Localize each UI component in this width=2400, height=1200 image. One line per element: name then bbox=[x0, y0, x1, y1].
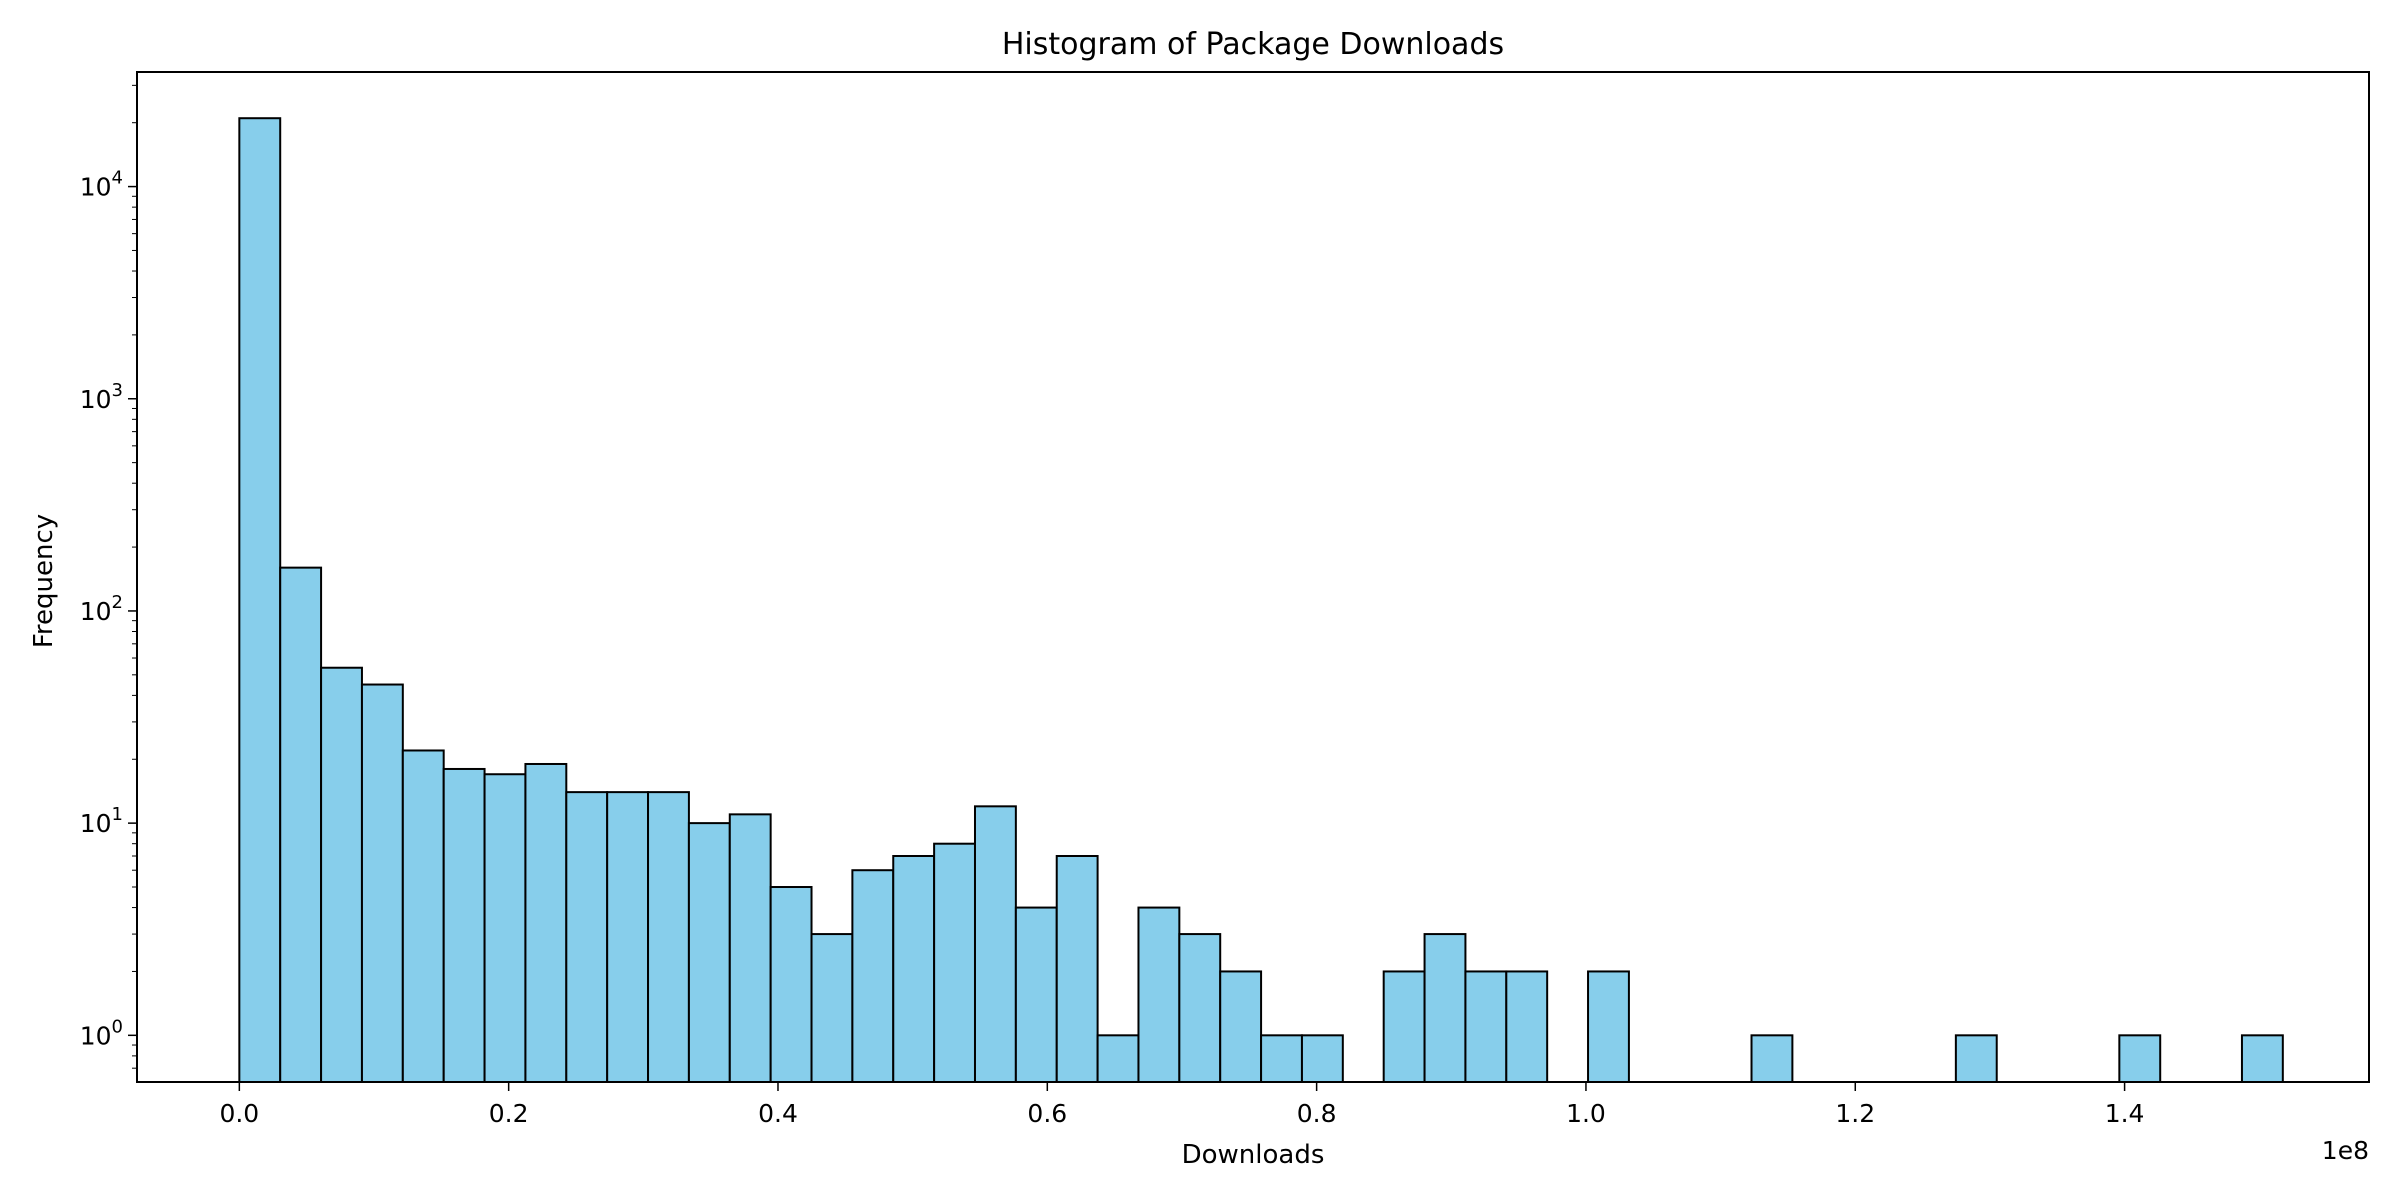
histogram-bar bbox=[2240, 1034, 2284, 1083]
histogram-bar bbox=[1014, 906, 1058, 1083]
y-tick-label: 100 bbox=[80, 1016, 123, 1050]
histogram-bar bbox=[1137, 906, 1181, 1083]
x-tick-label: 0.2 bbox=[489, 1099, 529, 1128]
x-tick-label: 0.6 bbox=[1027, 1099, 1067, 1128]
histogram-bar bbox=[892, 855, 936, 1083]
y-tick-label: 102 bbox=[80, 592, 123, 626]
histogram-bar bbox=[320, 666, 363, 1083]
histogram-bar bbox=[1382, 970, 1426, 1084]
histogram-bar bbox=[769, 886, 813, 1084]
y-axis-ticks: 100 101 102 103 104 bbox=[80, 84, 137, 1069]
histogram-bar bbox=[360, 683, 404, 1084]
histogram-bar bbox=[1178, 933, 1222, 1084]
histogram-bar bbox=[647, 791, 690, 1083]
x-tick-label: 1.4 bbox=[2105, 1099, 2145, 1128]
histogram-bar bbox=[279, 566, 323, 1083]
y-tick-label: 103 bbox=[80, 380, 123, 414]
histogram-bar bbox=[1423, 933, 1467, 1084]
histogram-bar bbox=[1300, 1034, 1344, 1083]
x-axis-offset-label: 1e8 bbox=[2322, 1136, 2369, 1165]
bars-layer bbox=[238, 117, 2284, 1084]
histogram-bar bbox=[1505, 970, 1549, 1084]
histogram-bar bbox=[1750, 1034, 1794, 1083]
histogram-bar bbox=[1096, 1034, 1140, 1083]
histogram-bar bbox=[1055, 855, 1099, 1083]
y-tick-label: 101 bbox=[80, 804, 123, 838]
histogram-bar bbox=[851, 869, 895, 1084]
histogram-bar bbox=[565, 791, 609, 1083]
histogram-bar bbox=[442, 767, 486, 1083]
histogram-bar bbox=[1260, 1034, 1303, 1083]
histogram-bar bbox=[1219, 970, 1263, 1084]
histogram-bar bbox=[1954, 1034, 1998, 1083]
x-tick-label: 1.0 bbox=[1566, 1099, 1606, 1128]
histogram-bar bbox=[973, 805, 1017, 1084]
x-tick-label: 0.4 bbox=[758, 1099, 798, 1128]
histogram-bar bbox=[728, 813, 772, 1083]
histogram-bar bbox=[687, 822, 731, 1083]
y-axis-label: Frequency bbox=[29, 514, 59, 648]
plot-frame bbox=[136, 71, 2370, 1083]
x-axis-label: Downloads bbox=[1182, 1140, 1325, 1170]
histogram-bar bbox=[401, 749, 445, 1083]
histogram-bar bbox=[524, 762, 568, 1083]
x-tick-label: 0.8 bbox=[1297, 1099, 1337, 1128]
y-tick-label: 104 bbox=[80, 168, 123, 202]
histogram-bar bbox=[1464, 970, 1508, 1084]
x-tick-label: 1.2 bbox=[1835, 1099, 1875, 1128]
histogram-bar bbox=[933, 842, 976, 1084]
histogram-bar bbox=[1587, 970, 1630, 1084]
histogram-bar bbox=[606, 791, 650, 1083]
histogram-bar bbox=[2118, 1034, 2162, 1083]
histogram-bar bbox=[810, 933, 854, 1084]
histogram-bar bbox=[238, 117, 282, 1083]
chart-title: Histogram of Package Downloads bbox=[1002, 27, 1504, 62]
histogram-bar bbox=[483, 773, 527, 1083]
x-axis-ticks: 0.0 0.2 0.4 0.6 0.8 1.0 1.2 1.4 bbox=[219, 1082, 2144, 1128]
x-tick-label: 0.0 bbox=[219, 1099, 259, 1128]
